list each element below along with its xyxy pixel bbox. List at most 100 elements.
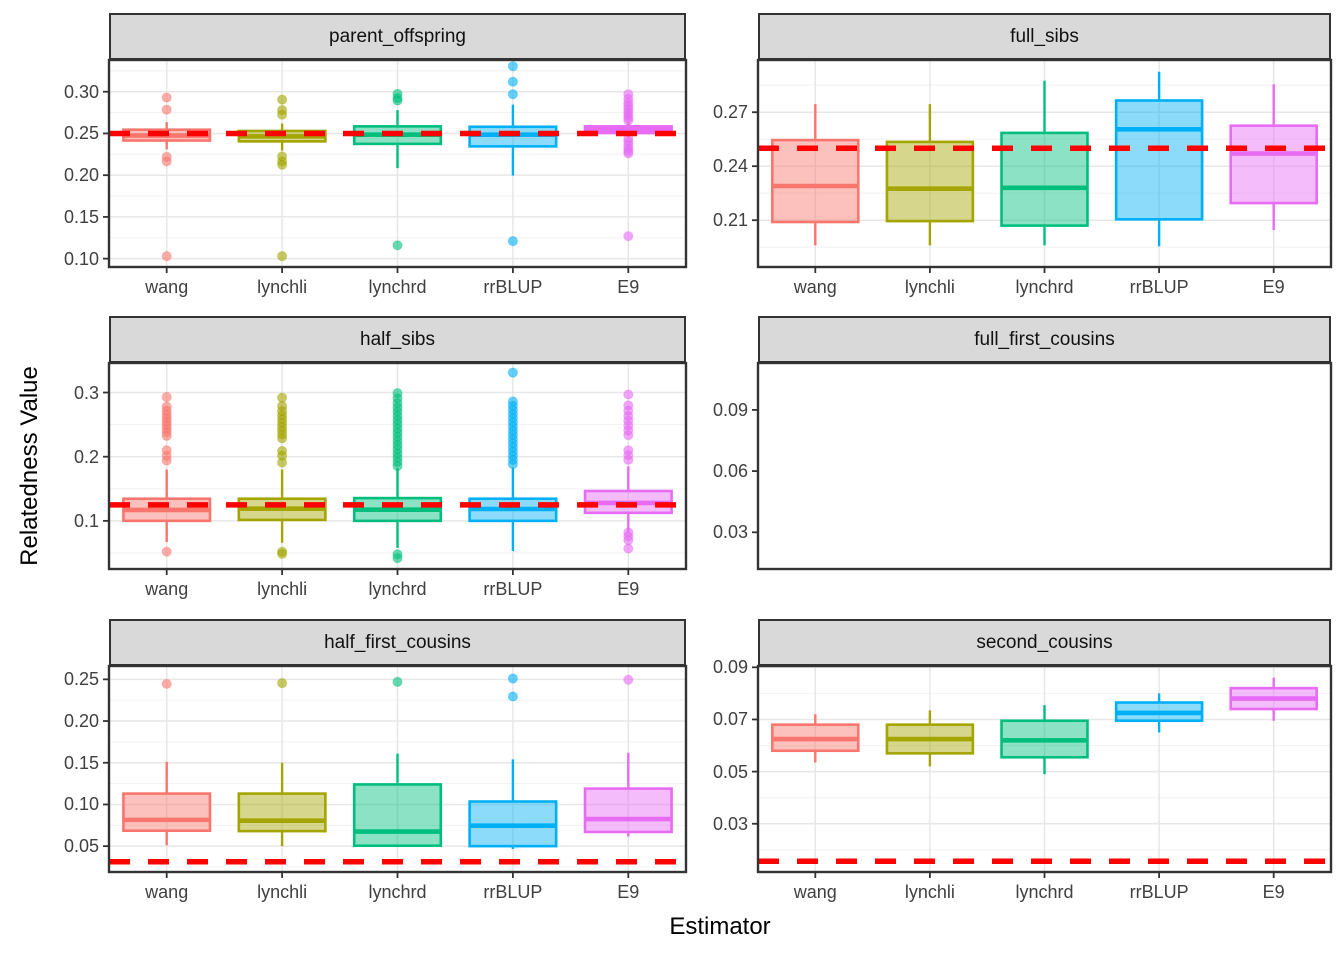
outlier-dot xyxy=(277,392,288,403)
outlier-dot xyxy=(392,676,403,687)
outlier-dot xyxy=(623,454,634,466)
facet-strip-half_first_cousins: half_first_cousins xyxy=(109,619,686,666)
x-tick-label-wang: wang xyxy=(793,277,837,297)
outlier-dot xyxy=(277,457,288,468)
outlier-dot xyxy=(392,552,403,564)
y-tick-label: 0.15 xyxy=(63,206,99,227)
x-tick-label-lynchrd: lynchrd xyxy=(1015,882,1074,902)
y-tick-label: 0.09 xyxy=(712,399,748,420)
x-tick-label-lynchrd: lynchrd xyxy=(1015,277,1074,297)
y-tick-label: 0.3 xyxy=(73,382,99,403)
boxplot-half_first_cousins-lynchli xyxy=(237,677,327,847)
boxplot-full_sibs-lynchli xyxy=(885,104,975,246)
x-tick-label-rrBLUP: rrBLUP xyxy=(1129,882,1189,902)
x-tick-label-lynchli: lynchli xyxy=(257,277,308,297)
facet-strip-second_cousins: second_cousins xyxy=(758,619,1331,666)
x-tick-label-rrBLUP: rrBLUP xyxy=(483,579,543,599)
x-tick-label-lynchrd: lynchrd xyxy=(368,882,427,902)
facet-strip-half_sibs: half_sibs xyxy=(109,316,686,363)
outlier-dot xyxy=(623,543,634,554)
facet-plot-half_first_cousins xyxy=(103,664,688,878)
y-tick-label: 0.03 xyxy=(712,522,748,543)
outlier-dot xyxy=(392,240,403,251)
boxplot-second_cousins-E9 xyxy=(1229,677,1318,721)
panel-border xyxy=(756,58,1333,269)
x-axis-title: Estimator xyxy=(669,913,771,940)
boxplot-half_sibs-lynchrd xyxy=(352,388,443,564)
panel-border xyxy=(107,664,688,874)
x-tick-label-lynchli: lynchli xyxy=(904,882,955,902)
x-tick-label-lynchrd: lynchrd xyxy=(368,277,427,297)
panel-border xyxy=(756,664,1333,874)
y-tick-label: 0.1 xyxy=(73,510,99,531)
x-tick-label-lynchrd: lynchrd xyxy=(368,579,427,599)
boxplot-half_sibs-E9 xyxy=(583,389,673,554)
outlier-dot xyxy=(507,673,518,684)
x-tick-label-wang: wang xyxy=(793,882,837,902)
outlier-dot xyxy=(623,231,634,242)
boxplot-half_first_cousins-E9 xyxy=(583,674,673,837)
x-tick-label-lynchli: lynchli xyxy=(904,277,955,297)
outlier-dot xyxy=(507,367,518,378)
y-tick-label: 0.20 xyxy=(63,711,99,732)
outlier-dot xyxy=(277,433,288,444)
boxplot-half_first_cousins-rrBLUP xyxy=(468,673,558,850)
panel-border xyxy=(107,58,688,269)
outlier-dot xyxy=(277,548,288,560)
boxplot-half_first_cousins-lynchrd xyxy=(352,676,443,848)
y-tick-label: 0.27 xyxy=(712,102,748,123)
outlier-dot xyxy=(507,61,518,72)
boxplot-full_sibs-rrBLUP xyxy=(1114,71,1204,247)
outlier-dot xyxy=(161,678,172,690)
outlier-dot xyxy=(277,109,288,120)
outlier-dot xyxy=(623,148,634,159)
y-tick-label: 0.20 xyxy=(63,165,99,186)
facet-plot-parent_offspring xyxy=(103,58,688,273)
outlier-dot xyxy=(623,535,634,546)
x-tick-label-rrBLUP: rrBLUP xyxy=(1129,277,1189,297)
outlier-dot xyxy=(623,115,634,126)
boxplot-half_sibs-lynchli xyxy=(237,392,327,560)
outlier-dot xyxy=(623,430,634,441)
panel-border xyxy=(756,361,1333,571)
boxplot-second_cousins-wang xyxy=(771,714,860,763)
outlier-dot xyxy=(392,460,403,472)
x-tick-label-lynchli: lynchli xyxy=(257,579,308,599)
x-tick-label-rrBLUP: rrBLUP xyxy=(483,277,543,297)
y-tick-label: 0.06 xyxy=(712,461,748,482)
boxplot-second_cousins-lynchrd xyxy=(1000,705,1089,775)
facet-plot-full_first_cousins xyxy=(752,361,1333,571)
y-tick-label: 0.05 xyxy=(712,761,748,782)
facet-strip-full_first_cousins: full_first_cousins xyxy=(758,316,1331,363)
outlier-dot xyxy=(623,389,634,400)
boxplot-half_first_cousins-wang xyxy=(122,678,212,846)
y-tick-label: 0.10 xyxy=(63,248,99,269)
outlier-dot xyxy=(277,677,288,689)
y-tick-label: 0.09 xyxy=(712,657,748,678)
facet-strip-full_sibs: full_sibs xyxy=(758,13,1331,60)
outlier-dot xyxy=(277,159,288,170)
outlier-dot xyxy=(507,691,518,702)
y-tick-label: 0.2 xyxy=(73,446,99,467)
outlier-dot xyxy=(507,458,518,470)
outlier-dot xyxy=(507,236,518,247)
facet-plot-full_sibs xyxy=(752,58,1333,273)
outlier-dot xyxy=(161,430,172,441)
outlier-dot xyxy=(277,94,288,105)
x-tick-label-E9: E9 xyxy=(617,579,640,599)
x-tick-label-E9: E9 xyxy=(617,277,640,297)
y-tick-label: 0.21 xyxy=(712,210,748,231)
boxplot-second_cousins-rrBLUP xyxy=(1114,693,1204,733)
facet-strip-parent_offspring: parent_offspring xyxy=(109,13,686,60)
x-tick-label-E9: E9 xyxy=(617,882,640,902)
x-tick-label-wang: wang xyxy=(145,882,189,902)
facet-plot-second_cousins xyxy=(752,664,1333,878)
outlier-dot xyxy=(161,156,172,167)
y-tick-label: 0.30 xyxy=(63,81,99,102)
outlier-dot xyxy=(392,95,403,106)
y-tick-label: 0.24 xyxy=(712,156,748,177)
x-tick-label-wang: wang xyxy=(145,579,189,599)
outlier-dot xyxy=(161,455,172,466)
y-tick-label: 0.07 xyxy=(712,709,748,730)
